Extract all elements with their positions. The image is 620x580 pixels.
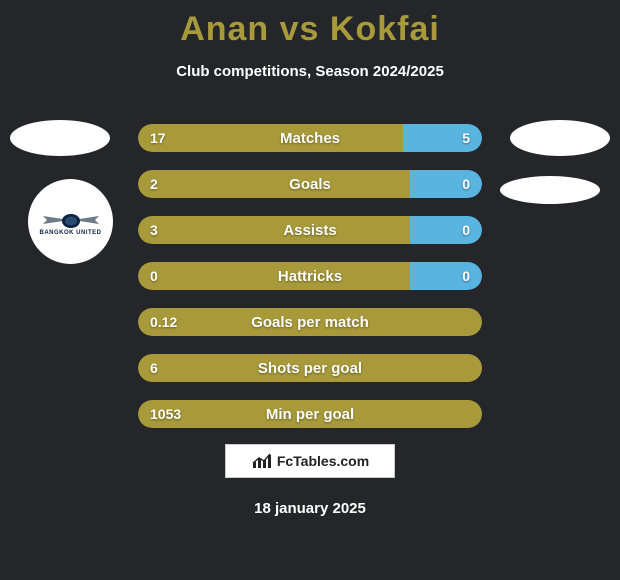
bar-label: Matches [138, 124, 482, 152]
chart-icon [251, 452, 273, 470]
page-subtitle: Club competitions, Season 2024/2025 [0, 63, 620, 80]
club-wings-icon [41, 208, 101, 232]
bar-row: 175Matches [138, 124, 482, 152]
club-right-badge [500, 176, 600, 204]
club-left-badge: BANGKOK UNITED [28, 179, 113, 264]
bar-row: 1053Min per goal [138, 400, 482, 428]
player-right-avatar [510, 120, 610, 156]
bar-row: 0.12Goals per match [138, 308, 482, 336]
page-title: Anan vs Kokfai [0, 0, 620, 49]
bar-row: 30Assists [138, 216, 482, 244]
comparison-bars: 175Matches 20Goals 30Assists 00Hattricks 0.1… [138, 124, 482, 446]
bar-label: Min per goal [138, 400, 482, 428]
player-left-avatar [10, 120, 110, 156]
bar-row: 6Shots per goal [138, 354, 482, 382]
footer-date: 18 january 2025 [0, 500, 620, 517]
brand-badge: FcTables.com [225, 444, 395, 478]
bar-label: Shots per goal [138, 354, 482, 382]
bar-label: Assists [138, 216, 482, 244]
bar-row: 00Hattricks [138, 262, 482, 290]
brand-label: FcTables.com [277, 453, 369, 469]
bar-label: Goals per match [138, 308, 482, 336]
bar-label: Hattricks [138, 262, 482, 290]
bar-label: Goals [138, 170, 482, 198]
bar-row: 20Goals [138, 170, 482, 198]
